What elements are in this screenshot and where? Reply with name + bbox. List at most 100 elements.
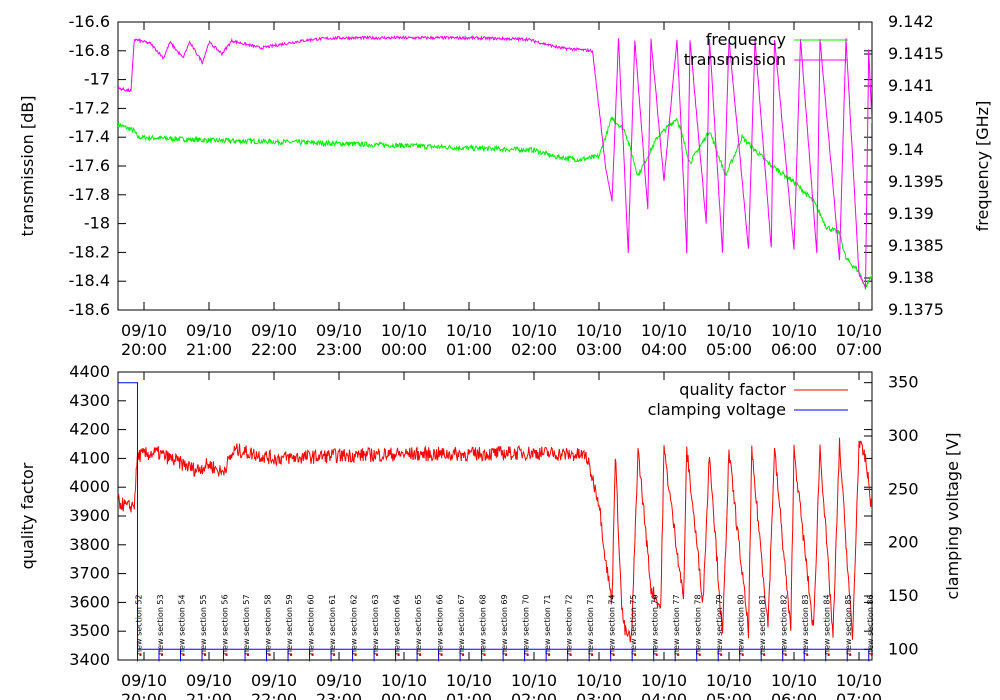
- section-label: new section 53: [156, 594, 165, 655]
- x-tick-date: 10/10: [446, 671, 492, 690]
- section-label: new section 84: [823, 594, 832, 655]
- right-tick-label: 9.14: [888, 140, 924, 159]
- section-marker: [698, 654, 701, 656]
- section-marker: [806, 654, 809, 656]
- x-tick-time: 21:00: [186, 340, 232, 359]
- section-label: new section 79: [715, 594, 724, 655]
- section-marker: [784, 654, 787, 656]
- right-tick-label: 9.142: [888, 12, 934, 31]
- section-marker: [634, 654, 637, 656]
- x-tick-time: 06:00: [771, 340, 817, 359]
- section-label: new section 72: [565, 594, 574, 655]
- right-tick-label: 150: [888, 586, 919, 605]
- section-marker: [139, 654, 142, 656]
- x-tick-time: 22:00: [251, 340, 297, 359]
- section-marker: [182, 654, 185, 656]
- section-label: new section 60: [307, 594, 316, 655]
- section-label: new section 55: [199, 594, 208, 655]
- legend-label: clamping voltage: [648, 400, 786, 419]
- x-tick-time: 22:00: [251, 690, 297, 700]
- section-marker: [591, 654, 594, 656]
- right-tick-label: 9.1385: [888, 236, 944, 255]
- x-tick-date: 10/10: [511, 671, 557, 690]
- x-tick-time: 00:00: [381, 690, 427, 700]
- right-tick-label: 250: [888, 479, 919, 498]
- section-marker: [526, 654, 529, 656]
- section-marker: [870, 654, 873, 656]
- left-tick-label: -18.6: [69, 300, 110, 319]
- left-tick-label: 3900: [69, 506, 110, 525]
- x-tick-date: 10/10: [576, 321, 622, 340]
- section-label: new section 59: [285, 594, 294, 655]
- left-tick-label: 4100: [69, 448, 110, 467]
- y-axis-label: quality factor: [18, 462, 37, 569]
- x-tick-date: 09/10: [316, 321, 362, 340]
- legend-label: quality factor: [679, 380, 786, 399]
- x-tick-date: 10/10: [641, 321, 687, 340]
- x-tick-date: 10/10: [706, 321, 752, 340]
- series-line-transmission: [118, 34, 872, 289]
- section-marker: [569, 654, 572, 656]
- section-marker: [505, 654, 508, 656]
- section-marker: [483, 654, 486, 656]
- section-label: new section 56: [221, 594, 230, 655]
- section-label: new section 73: [586, 594, 595, 655]
- x-tick-time: 00:00: [381, 340, 427, 359]
- x-tick-date: 09/10: [186, 321, 232, 340]
- x-tick-time: 03:00: [576, 690, 622, 700]
- section-label: new section 66: [436, 594, 445, 655]
- section-marker: [247, 654, 250, 656]
- section-label: new section 85: [844, 594, 853, 655]
- x-tick-time: 04:00: [641, 340, 687, 359]
- section-label: new section 76: [651, 594, 660, 655]
- left-tick-label: 3700: [69, 564, 110, 583]
- left-tick-label: -17.6: [69, 156, 110, 175]
- x-tick-time: 04:00: [641, 690, 687, 700]
- x-tick-date: 09/10: [251, 671, 297, 690]
- x-tick-time: 07:00: [836, 690, 882, 700]
- section-marker: [225, 654, 228, 656]
- x-tick-date: 10/10: [706, 671, 752, 690]
- left-tick-label: 3800: [69, 535, 110, 554]
- transmission-frequency-chart: -16.6 -16.8 -17 -17.2 -17.4 -17.6 -17.8 -18 -18.…: [18, 12, 992, 359]
- y-axis-label: transmission [dB]: [18, 96, 37, 237]
- x-tick-date: 10/10: [836, 671, 882, 690]
- left-tick-label: -16.6: [69, 12, 110, 31]
- section-marker: [462, 654, 465, 656]
- x-tick-date: 09/10: [316, 671, 362, 690]
- section-label: new section 58: [264, 594, 273, 655]
- x-tick-time: 23:00: [316, 690, 362, 700]
- quality-factor-voltage-chart: 4400430042004100400039003800370036003500…: [18, 362, 962, 700]
- x-tick-time: 07:00: [836, 340, 882, 359]
- x-tick-time: 21:00: [186, 690, 232, 700]
- right-tick-label: 9.138: [888, 268, 934, 287]
- right-tick-label: 300: [888, 426, 919, 445]
- section-marker: [354, 654, 357, 656]
- x-tick-time: 05:00: [706, 340, 752, 359]
- section-label: new section 82: [780, 594, 789, 655]
- x-tick-date: 10/10: [511, 321, 557, 340]
- section-marker: [333, 654, 336, 656]
- section-marker: [311, 654, 314, 656]
- section-marker: [677, 654, 680, 656]
- x-tick-date: 10/10: [641, 671, 687, 690]
- x-tick-date: 10/10: [836, 321, 882, 340]
- left-tick-label: 4300: [69, 391, 110, 410]
- section-label: new section 67: [457, 594, 466, 655]
- section-label: new section 77: [672, 594, 681, 655]
- right-tick-label: 9.1395: [888, 172, 944, 191]
- right-tick-label: 350: [888, 373, 919, 392]
- section-label: new section 86: [866, 594, 875, 655]
- x-tick-date: 09/10: [251, 321, 297, 340]
- x-tick-time: 02:00: [511, 690, 557, 700]
- section-marker: [161, 654, 164, 656]
- x-tick-date: 10/10: [771, 321, 817, 340]
- right-tick-label: 200: [888, 533, 919, 552]
- right-tick-label: 9.141: [888, 76, 934, 95]
- legend-label: transmission: [684, 50, 786, 69]
- section-marker: [204, 654, 207, 656]
- section-marker: [268, 654, 271, 656]
- section-marker: [849, 654, 852, 656]
- section-marker: [548, 654, 551, 656]
